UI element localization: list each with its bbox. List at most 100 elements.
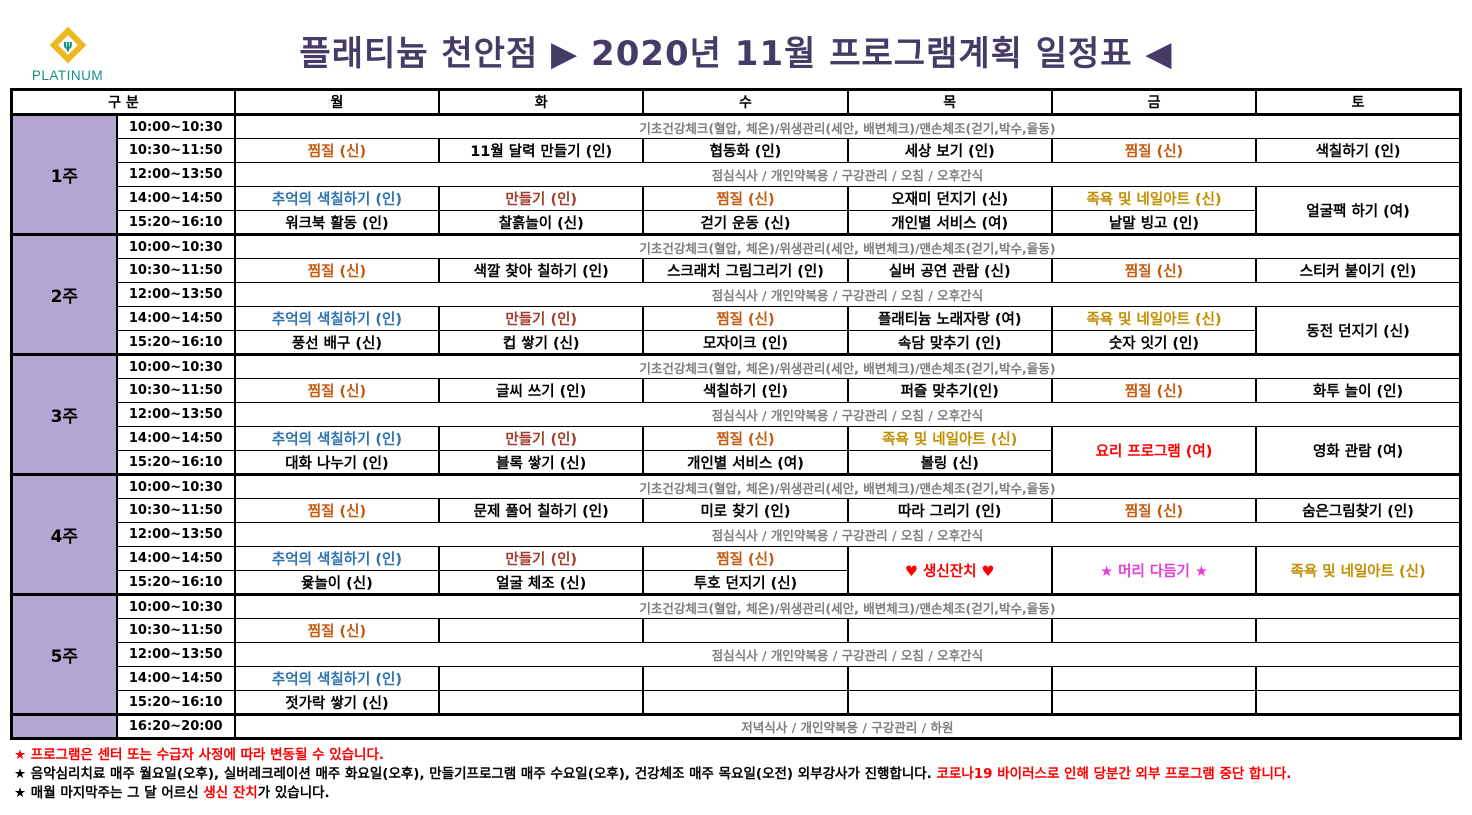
time-cell: 10:00~10:30	[115, 353, 236, 379]
activity-cell	[846, 690, 1053, 715]
activity-cell: 찰흙놀이 (신)	[438, 210, 645, 235]
activity-cell: 스티커 붙이기 (인)	[1255, 258, 1462, 283]
activity-cell	[438, 618, 645, 643]
table-row: 4주 10:00~10:30 기초건강체크(혈압, 체온)/위생관리(세안, 배변체…	[10, 473, 1462, 595]
footer-note-text: ★ 매월 마지막주는 그 달 어르신	[14, 785, 204, 801]
table-row: 15:20~16:10 젓가락 쌓기 (신)	[12, 690, 1462, 715]
time-cell: 16:20~20:00	[115, 713, 236, 739]
lunch-routine-cell: 점심식사 / 개인약복용 / 구강관리 / 오침 / 오후간식	[233, 522, 1462, 547]
time-cell: 12:00~13:50	[115, 282, 236, 307]
week-label-cell: 1주	[10, 113, 118, 235]
activity-cell: 찜질 (신)	[233, 378, 441, 403]
table-row: 12:00~13:50 점심식사 / 개인약복용 / 구강관리 / 오침 / 오후…	[12, 162, 1462, 187]
time-cell: 10:00~10:30	[115, 593, 236, 619]
evening-routine-cell: 저녁식사 / 개인약복용 / 구강관리 / 하원	[233, 713, 1462, 739]
table-row: 16:20~20:00 저녁식사 / 개인약복용 / 구강관리 / 하원	[10, 713, 1462, 739]
activity-cell: 찜질 (신)	[233, 618, 441, 643]
activity-cell: 찜질 (신)	[642, 426, 849, 451]
time-cell: 12:00~13:50	[115, 522, 236, 547]
table-row: 15:20~16:10 풍선 배구 (신) 컵 쌓기 (신) 모자이크 (인) 속담 맞…	[12, 330, 1461, 355]
activity-cell: 숨은그림찾기 (인)	[1255, 498, 1462, 523]
activity-cell: 젓가락 쌓기 (신)	[233, 690, 441, 715]
table-row: 10:30~11:50 찜질 (신) 문제 풀어 칠하기 (인) 미로 찾기 (인) 따…	[12, 498, 1462, 523]
activity-cell: 추억의 색칠하기 (인)	[233, 666, 441, 691]
activity-cell: 개인별 서비스 (여)	[846, 210, 1053, 235]
activity-cell: 볼링 (신)	[846, 450, 1053, 475]
activity-cell: 얼굴팩 하기 (여)	[1255, 186, 1462, 235]
activity-cell: 추억의 색칠하기 (인)	[233, 186, 441, 211]
activity-cell: 색칠하기 (인)	[1255, 138, 1462, 163]
activity-cell: 찜질 (신)	[1050, 378, 1258, 403]
activity-cell: 만들기 (인)	[438, 186, 645, 211]
activity-cell: 추억의 색칠하기 (인)	[233, 426, 441, 451]
table-row: 15:20~16:10 대화 나누기 (인) 블록 쌓기 (신) 개인별 서비스 (여…	[12, 450, 1461, 475]
morning-routine-cell: 기초건강체크(혈압, 체온)/위생관리(세안, 배변체크)/맨손체조(걷기,박수…	[233, 593, 1462, 619]
table-row: 14:00~14:50 추억의 색칠하기 (인) 만들기 (인) 찜질 (신) 족욕 및…	[12, 426, 1462, 475]
activity-cell	[642, 666, 849, 691]
table-row: 5주 10:00~10:30 기초건강체크(혈압, 체온)/위생관리(세안, 배변체…	[10, 593, 1462, 715]
activity-cell: 색칠하기 (인)	[642, 378, 849, 403]
table-row: 2주 10:00~10:30 기초건강체크(혈압, 체온)/위생관리(세안, 배변체…	[10, 233, 1462, 355]
week-label-cell: 3주	[10, 353, 118, 475]
activity-cell: 찜질 (신)	[233, 258, 441, 283]
activity-cell: 투호 던지기 (신)	[642, 570, 849, 595]
footer-note: ★ 음악심리치료 매주 월요일(오후), 실버레크레이션 매주 화요일(오후),…	[14, 765, 1472, 784]
activity-cell: 낱말 빙고 (인)	[1050, 210, 1258, 235]
activity-cell: 블록 쌓기 (신)	[438, 450, 645, 475]
page-header: ψ PLATINUM 플래티늄 천안점 ▶ 2020년 11월 프로그램계획 일…	[0, 0, 1472, 88]
col-header-day: 수	[642, 89, 849, 116]
activity-cell: 협동화 (인)	[642, 138, 849, 163]
time-cell: 12:00~13:50	[115, 402, 236, 427]
platinum-logo: ψ PLATINUM	[20, 24, 115, 83]
activity-cell: 동전 던지기 (신)	[1255, 306, 1462, 355]
activity-cell: 속담 맞추기 (인)	[846, 330, 1053, 355]
page-title: 플래티늄 천안점 ▶ 2020년 11월 프로그램계획 일정표 ◀	[299, 34, 1173, 74]
time-cell: 15:20~16:10	[115, 450, 236, 475]
table-row: 15:20~16:10 워크북 활동 (인) 찰흙놀이 (신) 걷기 운동 (신) 개인…	[12, 210, 1461, 235]
activity-cell: 찜질 (신)	[1050, 498, 1258, 523]
time-cell: 14:00~14:50	[115, 546, 236, 571]
time-cell: 12:00~13:50	[115, 162, 236, 187]
activity-cell: 플래티늄 노래자랑 (여)	[846, 306, 1053, 331]
activity-cell: 찜질 (신)	[233, 498, 441, 523]
activity-cell: 대화 나누기 (인)	[233, 450, 441, 475]
footer-note-text: 코로나19 바이러스로 인해 당분간 외부 프로그램 중단 합니다.	[936, 766, 1292, 782]
time-cell: 10:00~10:30	[115, 473, 236, 499]
activity-cell: 따라 그리기 (인)	[846, 498, 1053, 523]
time-cell: 15:20~16:10	[115, 330, 236, 355]
col-header-category: 구 분	[10, 89, 236, 116]
time-cell: 15:20~16:10	[115, 210, 236, 235]
week-label-cell: 5주	[10, 593, 118, 715]
activity-cell: 족욕 및 네일아트 (신)	[846, 426, 1053, 451]
activity-cell: 실버 공연 관람 (신)	[846, 258, 1053, 283]
time-cell: 10:30~11:50	[115, 258, 236, 283]
activity-cell: 풍선 배구 (신)	[233, 330, 441, 355]
footer-note-text: 생신 잔치	[203, 785, 258, 801]
activity-cell	[642, 690, 849, 715]
activity-cell: 만들기 (인)	[438, 546, 645, 571]
activity-cell: 스크래치 그림그리기 (인)	[642, 258, 849, 283]
time-cell: 10:00~10:30	[115, 233, 236, 259]
lunch-routine-cell: 점심식사 / 개인약복용 / 구강관리 / 오침 / 오후간식	[233, 402, 1462, 427]
footer-notes: ★ 프로그램은 센터 또는 수급자 사정에 따라 변동될 수 있습니다. ★ 음악…	[14, 746, 1472, 803]
table-row: 14:00~14:50 추억의 색칠하기 (인) 만들기 (인) 찜질 (신) 오재미 …	[12, 186, 1462, 235]
time-cell: 10:00~10:30	[115, 113, 236, 139]
activity-cell	[1050, 618, 1258, 643]
table-row: 12:00~13:50 점심식사 / 개인약복용 / 구강관리 / 오침 / 오후…	[12, 522, 1462, 547]
activity-cell: 문제 풀어 칠하기 (인)	[438, 498, 645, 523]
activity-cell: 만들기 (인)	[438, 426, 645, 451]
activity-cell: 숫자 잇기 (인)	[1050, 330, 1258, 355]
table-row: 14:00~14:50 추억의 색칠하기 (인) 만들기 (인) 찜질 (신) ♥ 생신…	[12, 546, 1462, 595]
table-row: 14:00~14:50 추억의 색칠하기 (인) 만들기 (인) 찜질 (신) 플래티늄…	[12, 306, 1462, 355]
activity-cell: 찜질 (신)	[642, 186, 849, 211]
activity-cell: 찜질 (신)	[642, 546, 849, 571]
week-label-cell: 4주	[10, 473, 118, 595]
table-row: 10:30~11:50 찜질 (신) 11월 달력 만들기 (인) 협동화 (인) 세상…	[12, 138, 1462, 163]
activity-cell: 퍼즐 맞추기(인)	[846, 378, 1053, 403]
time-cell: 15:20~16:10	[115, 570, 236, 595]
activity-cell: ♥ 생신잔치 ♥	[846, 546, 1053, 595]
time-cell: 10:30~11:50	[115, 618, 236, 643]
activity-cell	[438, 690, 645, 715]
time-cell: 14:00~14:50	[115, 306, 236, 331]
week-label-cell: 2주	[10, 233, 118, 355]
